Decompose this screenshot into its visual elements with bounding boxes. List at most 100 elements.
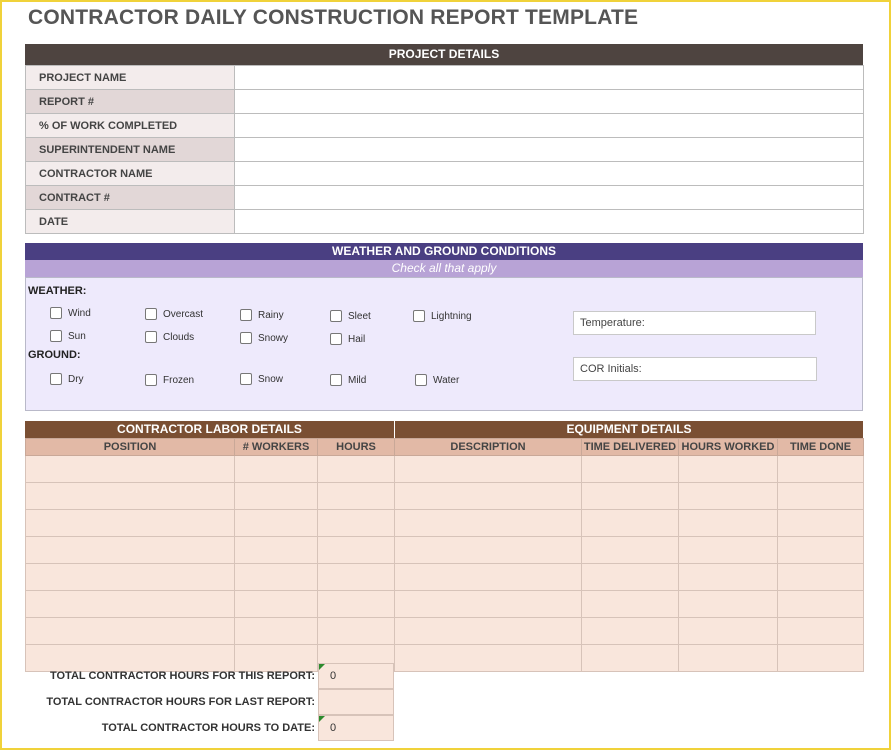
cell[interactable] <box>678 509 778 537</box>
cell[interactable] <box>678 644 778 672</box>
cell[interactable] <box>234 455 318 483</box>
cell[interactable] <box>777 482 864 510</box>
total-this-report-value[interactable]: 0 <box>318 663 394 689</box>
cell[interactable] <box>317 590 395 618</box>
cell[interactable] <box>394 644 582 672</box>
total-last-report-value[interactable] <box>318 689 394 715</box>
cell[interactable] <box>581 617 679 645</box>
cell[interactable] <box>581 482 679 510</box>
checkbox-wind[interactable]: Wind <box>50 307 91 319</box>
cell[interactable] <box>581 536 679 564</box>
cell[interactable] <box>678 536 778 564</box>
cell[interactable] <box>25 455 235 483</box>
cell[interactable] <box>394 455 582 483</box>
cell[interactable] <box>777 509 864 537</box>
checkbox-icon[interactable] <box>145 374 157 386</box>
cell[interactable] <box>234 482 318 510</box>
cell[interactable] <box>777 644 864 672</box>
checkbox-sleet[interactable]: Sleet <box>330 310 371 322</box>
cell[interactable] <box>581 590 679 618</box>
checkbox-icon[interactable] <box>415 374 427 386</box>
cell[interactable] <box>234 509 318 537</box>
cell[interactable] <box>25 617 235 645</box>
cell[interactable] <box>234 590 318 618</box>
cell[interactable] <box>777 617 864 645</box>
cell[interactable] <box>25 644 235 672</box>
cell[interactable] <box>678 563 778 591</box>
checkbox-icon[interactable] <box>240 332 252 344</box>
cell[interactable] <box>678 617 778 645</box>
cell[interactable] <box>777 455 864 483</box>
checkbox-icon[interactable] <box>50 373 62 385</box>
cell[interactable] <box>678 590 778 618</box>
cell[interactable] <box>317 455 395 483</box>
cell[interactable] <box>777 536 864 564</box>
cell[interactable] <box>25 509 235 537</box>
cell[interactable] <box>581 644 679 672</box>
temperature-field[interactable]: Temperature: <box>573 311 816 335</box>
checkbox-mild[interactable]: Mild <box>330 374 366 386</box>
comment-indicator-icon <box>319 716 325 722</box>
cell[interactable] <box>25 590 235 618</box>
cell[interactable] <box>394 509 582 537</box>
cell[interactable] <box>678 455 778 483</box>
superintendent-name-field[interactable] <box>234 137 864 162</box>
checkbox-snowy[interactable]: Snowy <box>240 332 288 344</box>
checkbox-snow[interactable]: Snow <box>240 373 283 385</box>
cor-initials-field[interactable]: COR Initials: <box>573 357 817 381</box>
checkbox-hail[interactable]: Hail <box>330 333 365 345</box>
cell[interactable] <box>317 563 395 591</box>
checkbox-frozen[interactable]: Frozen <box>145 374 194 386</box>
contractor-name-field[interactable] <box>234 161 864 186</box>
contract-number-field[interactable] <box>234 185 864 210</box>
checkbox-icon[interactable] <box>413 310 425 322</box>
cell[interactable] <box>394 563 582 591</box>
total-to-date-value[interactable]: 0 <box>318 715 394 741</box>
project-name-field[interactable] <box>234 65 864 90</box>
option-label: Snow <box>258 373 284 385</box>
cell[interactable] <box>581 509 679 537</box>
cell[interactable] <box>317 617 395 645</box>
checkbox-icon[interactable] <box>145 331 157 343</box>
checkbox-clouds[interactable]: Clouds <box>145 331 194 343</box>
cell[interactable] <box>317 482 395 510</box>
checkbox-icon[interactable] <box>330 333 342 345</box>
cell[interactable] <box>234 536 318 564</box>
checkbox-icon[interactable] <box>50 330 62 342</box>
checkbox-sun[interactable]: Sun <box>50 330 86 342</box>
checkbox-icon[interactable] <box>240 309 252 321</box>
cell[interactable] <box>25 482 235 510</box>
cell[interactable] <box>25 536 235 564</box>
cell[interactable] <box>317 536 395 564</box>
labor-details-header: CONTRACTOR LABOR DETAILS <box>25 421 394 438</box>
checkbox-icon[interactable] <box>145 308 157 320</box>
cell[interactable] <box>581 563 679 591</box>
checkbox-icon[interactable] <box>50 307 62 319</box>
cell[interactable] <box>777 590 864 618</box>
checkbox-overcast[interactable]: Overcast <box>145 308 203 320</box>
work-completed-field[interactable] <box>234 113 864 138</box>
option-label: Sun <box>68 330 86 342</box>
checkbox-rainy[interactable]: Rainy <box>240 309 284 321</box>
checkbox-lightning[interactable]: Lightning <box>413 310 472 322</box>
cell[interactable] <box>581 455 679 483</box>
checkbox-dry[interactable]: Dry <box>50 373 84 385</box>
cell[interactable] <box>25 563 235 591</box>
cell[interactable] <box>394 617 582 645</box>
checkbox-water[interactable]: Water <box>415 374 459 386</box>
project-details-table: PROJECT NAME REPORT # % OF WORK COMPLETE… <box>25 65 864 234</box>
report-number-field[interactable] <box>234 89 864 114</box>
cell[interactable] <box>394 536 582 564</box>
cell[interactable] <box>234 617 318 645</box>
cell[interactable] <box>394 590 582 618</box>
cell[interactable] <box>777 563 864 591</box>
cell[interactable] <box>234 563 318 591</box>
checkbox-icon[interactable] <box>240 373 252 385</box>
cell[interactable] <box>394 482 582 510</box>
date-field[interactable] <box>234 209 864 234</box>
cell[interactable] <box>678 482 778 510</box>
cell[interactable] <box>317 509 395 537</box>
checkbox-icon[interactable] <box>330 310 342 322</box>
cell[interactable] <box>234 644 318 672</box>
checkbox-icon[interactable] <box>330 374 342 386</box>
